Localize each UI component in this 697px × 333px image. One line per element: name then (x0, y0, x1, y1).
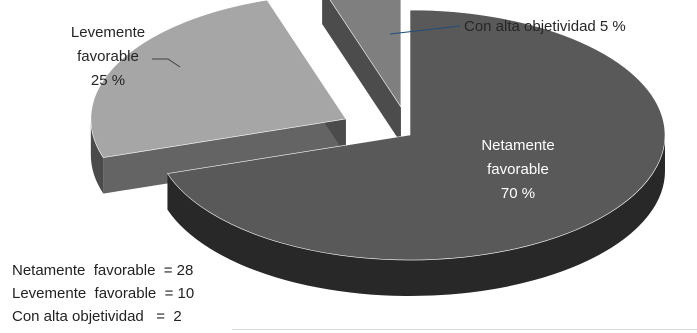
pie-slice-con-alta-objetividad (322, 0, 402, 143)
slice-side (167, 135, 665, 297)
label-netamente-favorable: Netamente favorable 70 % (481, 137, 554, 202)
slice-side (90, 118, 104, 194)
divider-line (232, 329, 697, 330)
leader-line-alta-objetividad (389, 25, 461, 35)
count-line-levemente: Levemente favorable = 10 (12, 285, 195, 302)
slice-wall (322, 0, 401, 143)
leader-line-levemente (152, 58, 181, 68)
label-levemente-favorable: Levemente favorable 25 % (71, 24, 145, 89)
pie-slice-netamente-favorable (166, 9, 666, 297)
counts-legend: Netamente favorable = 28 Levemente favor… (12, 259, 194, 328)
label-con-alta-objetividad: Con alta objetividad 5 % (464, 18, 626, 35)
count-line-alta-objetividad: Con alta objetividad = 2 (12, 308, 182, 325)
count-line-netamente: Netamente favorable = 28 (12, 262, 194, 279)
slice-top (166, 9, 666, 261)
slice-top (329, 0, 402, 108)
pie-slice-levemente-favorable (90, 0, 347, 194)
slice-wall (103, 118, 346, 194)
slice-top (90, 0, 347, 158)
